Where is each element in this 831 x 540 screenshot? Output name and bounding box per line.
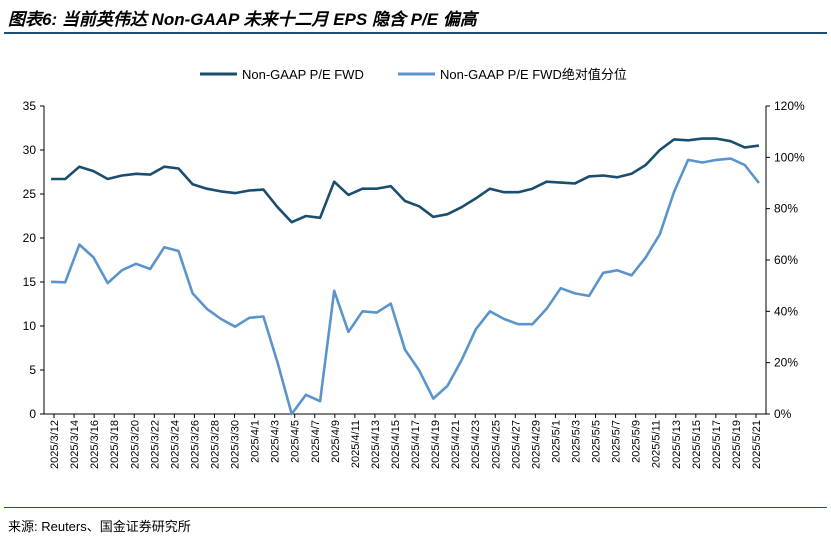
series-lines [51, 137, 760, 416]
x-tick-label: 2025/3/16 [89, 420, 101, 469]
y-right-tick-label: 60% [774, 253, 798, 267]
x-tick-label: 2025/3/30 [230, 420, 242, 469]
title-rule [4, 32, 827, 34]
x-tick-label: 2025/4/1 [250, 420, 262, 463]
y-right-tick-label: 40% [774, 304, 798, 318]
x-tick-label: 2025/3/26 [189, 420, 201, 469]
legend-label-series-1: Non-GAAP P/E FWD [242, 67, 364, 82]
footer-rule [4, 507, 827, 508]
y-right-tick-label: 0% [774, 407, 792, 421]
y-left-tick-label: 0 [29, 407, 36, 421]
chart-title: 图表6: 当前英伟达 Non-GAAP 未来十二月 EPS 隐含 P/E 偏高 [8, 10, 477, 29]
x-tick-label: 2025/3/24 [169, 420, 181, 469]
line-chart: Non-GAAP P/E FWD Non-GAAP P/E FWD绝对值分位 0… [23, 67, 805, 469]
y-right-tick-label: 120% [774, 99, 805, 113]
y-right-tick-label: 100% [774, 150, 805, 164]
x-tick-label: 2025/4/21 [450, 420, 462, 469]
x-tick-label: 2025/4/9 [330, 420, 342, 463]
x-tick-label: 2025/5/13 [671, 420, 683, 469]
x-tick-label: 2025/5/19 [731, 420, 743, 469]
source-note: 来源: Reuters、国金证券研究所 [8, 519, 191, 534]
x-tick-label: 2025/4/15 [390, 420, 402, 469]
x-tick-label: 2025/3/22 [149, 420, 161, 469]
legend-label-series-2: Non-GAAP P/E FWD绝对值分位 [440, 67, 627, 82]
x-tick-label: 2025/4/29 [530, 420, 542, 469]
x-tick-label: 2025/3/28 [209, 420, 221, 469]
x-tick-label: 2025/3/20 [129, 420, 141, 469]
y-left-tick-label: 35 [23, 99, 37, 113]
x-tick-label: 2025/4/3 [270, 420, 282, 463]
x-tick-label: 2025/5/21 [751, 420, 763, 469]
y-left-tick-label: 10 [23, 319, 37, 333]
x-tick-label: 2025/5/15 [691, 420, 703, 469]
x-tick-label: 2025/4/25 [490, 420, 502, 469]
x-tick-label: 2025/5/5 [591, 420, 603, 463]
series-line-2 [51, 157, 760, 416]
y-left-tick-label: 15 [23, 275, 37, 289]
x-tick-label: 2025/4/11 [350, 420, 362, 468]
x-tick-label: 2025/5/3 [570, 420, 582, 463]
x-tick-label: 2025/4/5 [290, 420, 302, 463]
y-right-tick-label: 20% [774, 356, 798, 370]
y-left-tick-label: 20 [23, 231, 37, 245]
x-tick-label: 2025/5/1 [550, 420, 562, 463]
x-tick-label: 2025/3/12 [49, 420, 61, 469]
x-tick-label: 2025/4/17 [410, 420, 422, 469]
x-tick-label: 2025/4/23 [470, 420, 482, 469]
y-left-tick-label: 30 [23, 143, 37, 157]
legend: Non-GAAP P/E FWD Non-GAAP P/E FWD绝对值分位 [200, 67, 627, 82]
x-tick-label: 2025/3/14 [69, 420, 81, 469]
axes: 0 5 10 15 20 25 30 35 0% 20% 40% 60% 80% 100% 120% 2025… [23, 99, 805, 469]
x-tick-label: 2025/5/11 [651, 420, 663, 468]
x-tick-label: 2025/5/17 [711, 420, 723, 469]
x-tick-label: 2025/4/13 [370, 420, 382, 469]
series-line-1 [51, 137, 760, 224]
x-tick-label: 2025/4/7 [310, 420, 322, 463]
x-tick-label: 2025/5/7 [611, 420, 623, 463]
y-left-tick-label: 25 [23, 187, 37, 201]
x-tick-label: 2025/4/19 [430, 420, 442, 469]
y-left-tick-label: 5 [29, 363, 36, 377]
x-tick-label: 2025/5/9 [631, 420, 643, 463]
x-tick-label: 2025/3/18 [109, 420, 121, 469]
y-right-tick-label: 80% [774, 202, 798, 216]
x-tick-label: 2025/4/27 [510, 420, 522, 469]
